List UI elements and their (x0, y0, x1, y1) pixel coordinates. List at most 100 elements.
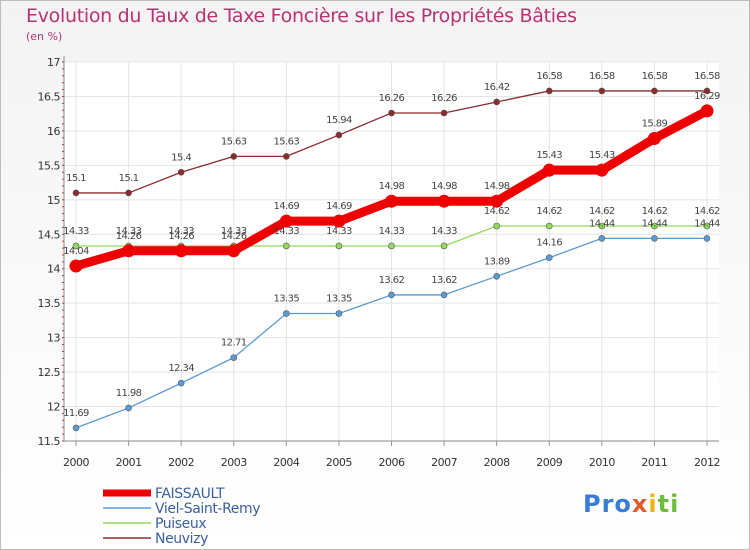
data-point (598, 222, 606, 230)
y-tick-label: 16 (47, 125, 60, 138)
data-label: 15.89 (642, 118, 668, 129)
legend-label: Neuvizy (155, 531, 208, 547)
data-point (703, 235, 711, 242)
data-label: 14.26 (221, 231, 247, 242)
data-point (545, 87, 553, 95)
data-label: 14.44 (694, 218, 720, 229)
data-label: 11.98 (116, 388, 142, 399)
data-point (493, 222, 500, 230)
proxiti-logo: Proxiti (583, 490, 679, 518)
data-label: 14.33 (274, 226, 300, 237)
data-label: 15.43 (536, 150, 562, 161)
data-point (598, 235, 606, 242)
data-label: 13.35 (326, 294, 352, 305)
data-label: 14.26 (116, 231, 142, 242)
data-point (388, 242, 395, 250)
data-point (122, 244, 136, 258)
data-label: 14.98 (484, 181, 510, 192)
data-point (490, 194, 504, 208)
data-label: 15.63 (221, 136, 247, 147)
x-tick-label: 2002 (168, 456, 194, 469)
data-label: 14.33 (326, 226, 352, 237)
data-label: 16.26 (379, 93, 405, 104)
data-point (385, 194, 398, 208)
y-tick-label: 15 (47, 194, 60, 207)
data-point (437, 194, 451, 208)
data-point (388, 109, 395, 117)
data-point (332, 214, 346, 228)
data-point (125, 189, 132, 197)
data-label: 14.62 (642, 206, 668, 217)
data-point (651, 87, 658, 95)
data-label: 14.44 (642, 218, 668, 229)
data-point (651, 235, 658, 242)
data-point (335, 310, 343, 317)
y-tick-label: 15.5 (38, 159, 61, 172)
x-tick-label: 2010 (589, 456, 615, 469)
data-point (651, 222, 658, 230)
data-label: 16.58 (536, 71, 562, 82)
data-point (283, 310, 290, 317)
logo-part: x (631, 490, 649, 518)
x-tick-label: 2006 (379, 456, 405, 469)
data-label: 13.62 (431, 275, 457, 286)
data-label: 14.33 (379, 226, 405, 237)
data-point (703, 87, 711, 95)
data-point (388, 291, 395, 299)
data-point (174, 244, 188, 258)
data-label: 14.33 (116, 226, 142, 237)
data-point (72, 189, 80, 197)
data-point (703, 222, 711, 230)
data-point (700, 104, 714, 118)
data-point (598, 87, 606, 95)
data-point (335, 131, 343, 139)
logo-part: Pro (583, 490, 632, 518)
data-label: 14.33 (431, 226, 457, 237)
data-label: 14.62 (484, 206, 510, 217)
data-point (283, 153, 290, 160)
data-label: 15.1 (119, 173, 139, 184)
data-label: 16.29 (694, 91, 720, 102)
data-point (72, 424, 80, 432)
y-tick-label: 12.5 (38, 366, 61, 379)
axes: 11.5 12 12.5 13 13.5 14 14.5 15 15.5 16 16.5 17 2000… (38, 56, 721, 469)
data-label: 14.44 (589, 218, 615, 229)
x-tick-label: 2005 (326, 456, 352, 469)
y-tick-label: 14.5 (38, 228, 61, 241)
data-label: 16.42 (484, 82, 510, 93)
logo-part: i (648, 490, 658, 518)
data-label: 14.33 (63, 226, 89, 237)
data-point (69, 259, 83, 273)
y-tick-label: 16.5 (38, 90, 61, 103)
data-label: 16.58 (694, 71, 720, 82)
x-tick-label: 2001 (116, 456, 142, 469)
data-label: 14.62 (589, 206, 615, 217)
logo-part: ti (657, 490, 680, 518)
data-label: 13.89 (484, 256, 510, 267)
data-point (545, 254, 553, 262)
data-label: 14.69 (274, 201, 300, 212)
data-label: 14.04 (63, 246, 89, 257)
x-tick-label: 2003 (221, 456, 247, 469)
data-label: 14.98 (379, 181, 405, 192)
legend-label: Viel-Saint-Remy (155, 501, 260, 517)
data-labels: 15.1 15.1 15.4 15.63 15.63 15.94 16.26 16.26 16.… (63, 71, 720, 419)
data-label: 14.62 (694, 206, 720, 217)
y-tick-label: 12 (47, 401, 60, 414)
data-label: 13.35 (274, 294, 300, 305)
data-point (545, 222, 553, 230)
x-tick-label: 2000 (63, 456, 89, 469)
data-point (72, 242, 80, 250)
data-point (283, 242, 290, 250)
x-tick-label: 2008 (484, 456, 510, 469)
data-label: 15.43 (589, 150, 615, 161)
data-label: 12.71 (221, 338, 247, 349)
data-label: 14.98 (431, 181, 457, 192)
x-tick-label: 2009 (536, 456, 562, 469)
y-tick-label: 13.5 (38, 297, 61, 310)
legend-label: FAISSAULT (155, 486, 225, 502)
data-point (177, 379, 185, 387)
